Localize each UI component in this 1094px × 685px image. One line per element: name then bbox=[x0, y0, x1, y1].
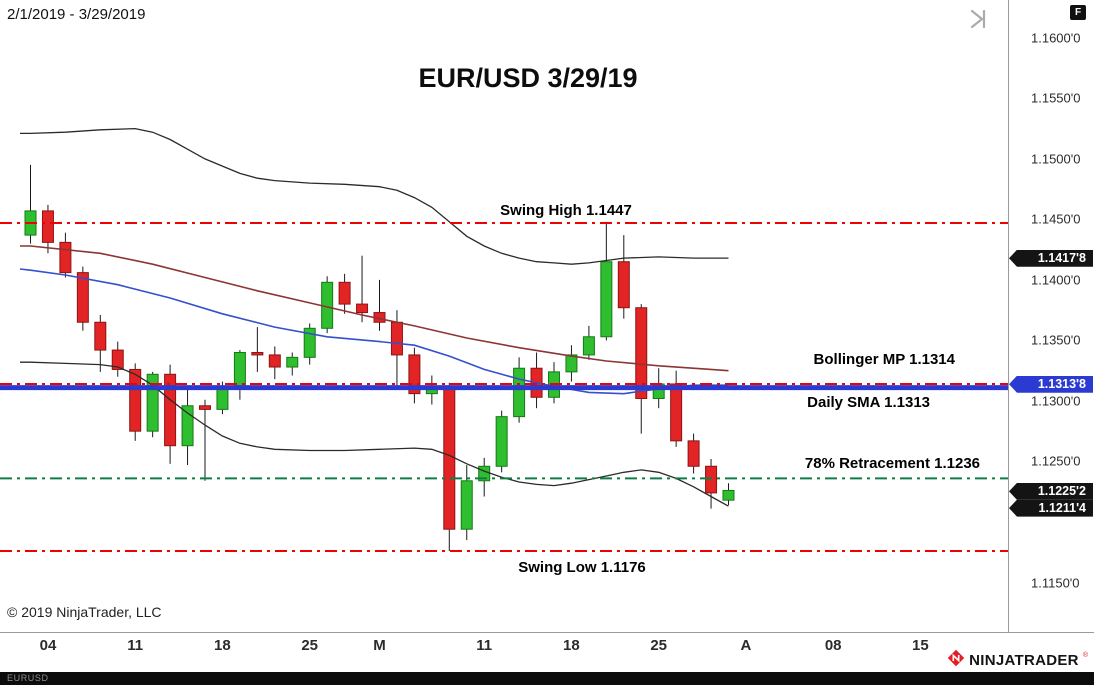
candle bbox=[495, 410, 508, 473]
chart-date-range: 2/1/2019 - 3/29/2019 bbox=[7, 6, 146, 23]
instrument-label: EURUSD bbox=[7, 673, 49, 683]
candle bbox=[251, 327, 264, 372]
time-axis-line bbox=[0, 632, 1094, 633]
candle bbox=[617, 235, 630, 319]
price-axis-label: 1.1500'0 bbox=[1031, 151, 1081, 167]
candle bbox=[408, 347, 421, 404]
candle bbox=[460, 465, 473, 541]
chart-annotation: 78% Retracement 1.1236 bbox=[804, 455, 980, 473]
price-axis-label: 1.1400'0 bbox=[1031, 272, 1081, 288]
candle bbox=[129, 363, 142, 441]
candle bbox=[548, 362, 560, 404]
time-axis-label: 08 bbox=[824, 637, 842, 654]
candle bbox=[478, 457, 491, 497]
time-axis-label: 04 bbox=[39, 637, 57, 654]
bollinger-lower-band bbox=[20, 361, 729, 507]
bollinger-upper-band bbox=[20, 127, 729, 265]
candle bbox=[94, 314, 107, 372]
price-tag: 1.1313'8 bbox=[1009, 375, 1093, 393]
candle bbox=[443, 382, 456, 551]
price-axis-label: 1.1150'0 bbox=[1031, 575, 1080, 590]
registered-mark: ® bbox=[1082, 652, 1088, 659]
instrument-bar: EURUSD bbox=[0, 672, 1094, 685]
candles-layer bbox=[24, 164, 735, 551]
chart-annotation: Bollinger MP 1.1314 bbox=[813, 351, 955, 368]
chart-title: EUR/USD 3/29/19 bbox=[418, 63, 638, 93]
price-axis-label: 1.1350'0 bbox=[1031, 332, 1081, 348]
ninjatrader-brand-lockup: NINJATRADER ® bbox=[947, 649, 1088, 672]
time-axis-label: 18 bbox=[214, 637, 231, 654]
candle bbox=[76, 266, 89, 331]
price-tag: 1.1211'4 bbox=[1009, 499, 1093, 517]
price-tag: 1.1417'8 bbox=[1009, 249, 1093, 267]
time-axis-label: A bbox=[740, 637, 752, 654]
price-tag: 1.1225'2 bbox=[1009, 482, 1093, 500]
candle bbox=[687, 433, 700, 474]
price-axis-label: 1.1450'0 bbox=[1031, 211, 1081, 227]
price-axis-label: 1.1600'0 bbox=[1031, 30, 1081, 46]
candle bbox=[146, 371, 159, 438]
slow-ma-line bbox=[20, 245, 729, 372]
jump-to-latest-icon[interactable] bbox=[968, 8, 990, 35]
time-axis-label: 25 bbox=[301, 637, 319, 654]
chart-annotation: Swing Low 1.1176 bbox=[518, 559, 646, 576]
candle bbox=[338, 273, 351, 314]
candle bbox=[722, 483, 735, 505]
candle bbox=[321, 276, 334, 334]
brand-name: NINJATRADER bbox=[969, 652, 1079, 669]
fast-ma-line bbox=[19, 268, 729, 395]
candle bbox=[303, 323, 316, 365]
candle bbox=[705, 459, 718, 509]
candle bbox=[373, 279, 386, 331]
candle bbox=[41, 204, 54, 254]
chart-annotation: Daily SMA 1.1313 bbox=[807, 393, 930, 411]
time-axis-label: 11 bbox=[127, 637, 144, 654]
candle bbox=[181, 388, 194, 466]
time-axis-label: 11 bbox=[476, 637, 493, 654]
candle bbox=[530, 352, 543, 409]
candle bbox=[565, 345, 578, 382]
candle bbox=[635, 304, 648, 434]
chart-annotation: Swing High 1.1447 bbox=[500, 202, 632, 219]
price-axis-divider bbox=[1008, 0, 1009, 632]
candle bbox=[24, 164, 37, 244]
time-axis-label: 25 bbox=[650, 637, 668, 654]
candle bbox=[286, 352, 299, 376]
candle bbox=[356, 255, 369, 323]
price-axis-label: 1.1250'0 bbox=[1031, 453, 1081, 469]
time-axis-label: 18 bbox=[563, 637, 580, 654]
candle bbox=[268, 346, 281, 380]
candle bbox=[111, 341, 124, 377]
price-axis-label: 1.1300'0 bbox=[1031, 393, 1081, 409]
candle bbox=[199, 399, 211, 481]
candle bbox=[59, 232, 72, 278]
price-axis-label: 1.1550'0 bbox=[1031, 90, 1081, 106]
ninjatrader-logo-icon bbox=[947, 649, 965, 672]
candle bbox=[233, 350, 246, 400]
candle bbox=[582, 325, 595, 360]
copyright-text: © 2019 NinjaTrader, LLC bbox=[7, 604, 162, 620]
candle bbox=[670, 370, 683, 447]
time-axis-label: 15 bbox=[912, 637, 929, 654]
time-axis-label: M bbox=[373, 637, 386, 654]
candle bbox=[600, 221, 613, 341]
candle bbox=[164, 364, 177, 464]
window-function-badge[interactable]: F bbox=[1070, 5, 1086, 20]
